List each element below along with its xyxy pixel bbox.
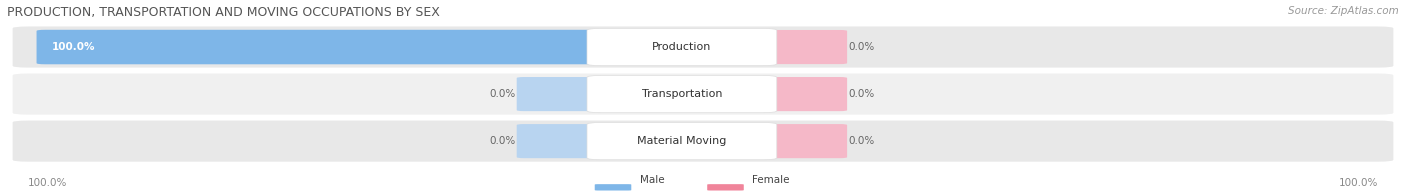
FancyBboxPatch shape [517,77,609,111]
FancyBboxPatch shape [588,28,776,66]
Text: Female: Female [752,175,790,185]
FancyBboxPatch shape [11,25,1395,69]
Text: 100.0%: 100.0% [28,178,67,188]
FancyBboxPatch shape [756,77,846,111]
Text: 0.0%: 0.0% [849,89,875,99]
Text: Production: Production [652,42,711,52]
Text: 0.0%: 0.0% [849,42,875,52]
Text: Transportation: Transportation [641,89,723,99]
Text: 0.0%: 0.0% [489,89,515,99]
FancyBboxPatch shape [11,72,1395,116]
FancyBboxPatch shape [756,124,846,158]
FancyBboxPatch shape [517,124,609,158]
FancyBboxPatch shape [707,184,744,191]
FancyBboxPatch shape [37,30,610,64]
Text: PRODUCTION, TRANSPORTATION AND MOVING OCCUPATIONS BY SEX: PRODUCTION, TRANSPORTATION AND MOVING OC… [7,6,440,19]
Text: 100.0%: 100.0% [1339,178,1378,188]
FancyBboxPatch shape [588,75,776,113]
Text: Male: Male [640,175,665,185]
FancyBboxPatch shape [756,30,846,64]
FancyBboxPatch shape [11,119,1395,163]
Text: Source: ZipAtlas.com: Source: ZipAtlas.com [1288,6,1399,16]
Text: Material Moving: Material Moving [637,136,727,146]
Text: 0.0%: 0.0% [489,136,515,146]
Text: 0.0%: 0.0% [849,136,875,146]
FancyBboxPatch shape [595,184,631,191]
Text: 100.0%: 100.0% [52,42,96,52]
FancyBboxPatch shape [588,122,776,160]
